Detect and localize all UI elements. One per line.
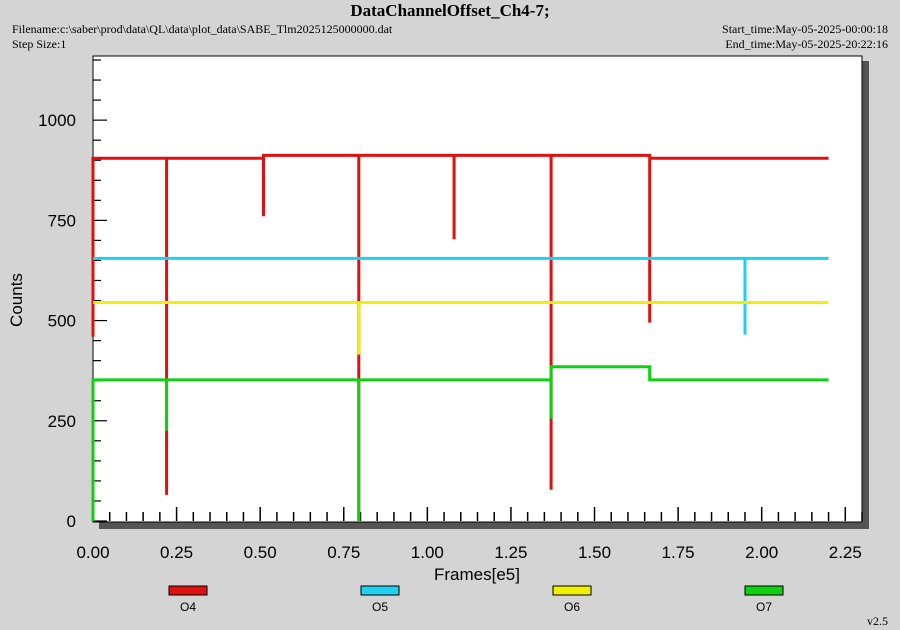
version-label: v2.5 [867,614,888,628]
legend-swatch-o4 [168,585,208,596]
y-tick-labels: 0 250 500 750 1000 [38,111,76,531]
x-tick-label: 1.75 [662,543,695,562]
x-axis-title: Frames[e5] [434,565,520,584]
x-tick-label: 2.25 [829,543,862,562]
chart-title: DataChannelOffset_Ch4-7; [350,1,550,20]
y-tick-label: 1000 [38,111,76,130]
x-tick-label: 1.50 [578,543,611,562]
series-line-o5 [93,256,829,335]
plot-area [92,55,863,523]
series-line-o6 [93,301,829,355]
legend-label-o4: O4 [180,600,196,614]
legend: O4 O5 O6 O7 [168,585,784,614]
legend-swatch-o5 [360,585,400,596]
x-tick-label: 0.75 [327,543,360,562]
legend-label-o7: O7 [756,600,772,614]
x-tick-label: 2.00 [745,543,778,562]
step-size-label: Step Size:1 [12,37,67,51]
x-tick-label: 0.00 [76,543,109,562]
legend-label-o5: O5 [372,600,388,614]
start-time-label: Start_time:May-05-2025-00:00:18 [722,22,888,36]
y-tick-label: 500 [48,312,76,331]
series-group [91,153,829,521]
y-tick-label: 250 [48,412,76,431]
filename-label: Filename:c:\saber\prod\data\QL\data\plot… [12,22,393,36]
end-time-label: End_time:May-05-2025-20:22:16 [725,37,888,51]
x-tick-label: 0.25 [160,543,193,562]
legend-label-o6: O6 [564,600,580,614]
x-tick-labels: 0.00 0.25 0.50 0.75 1.00 1.25 1.50 1.75 2.00 2.25 [76,543,861,562]
x-tick-label: 1.00 [411,543,444,562]
x-tick-label: 0.50 [244,543,277,562]
y-tick-label: 0 [67,512,76,531]
series-line-o7 [91,365,829,521]
legend-swatch-o7 [744,585,784,596]
legend-swatch-o6 [552,585,592,596]
x-tick-label: 1.25 [494,543,527,562]
y-tick-label: 750 [48,211,76,230]
y-axis-title: Counts [7,273,26,327]
